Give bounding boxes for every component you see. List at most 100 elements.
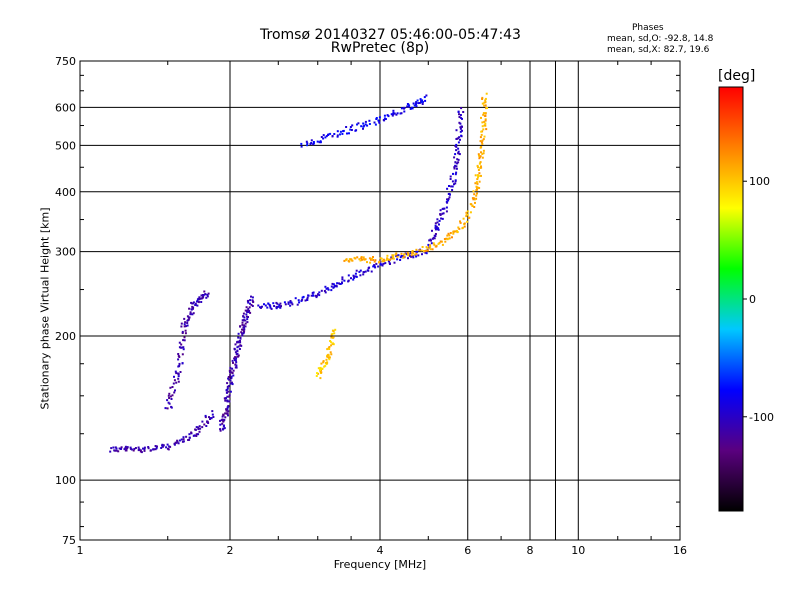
data-point <box>480 133 483 136</box>
data-point <box>180 346 183 349</box>
data-point <box>130 448 133 451</box>
data-point <box>333 285 336 287</box>
data-point <box>289 304 292 307</box>
data-point <box>413 253 416 256</box>
data-point <box>349 126 352 128</box>
data-point <box>124 447 127 450</box>
data-point <box>451 189 454 191</box>
data-point <box>472 198 475 201</box>
data-point <box>417 254 420 257</box>
data-point <box>189 312 192 315</box>
data-point <box>426 249 429 252</box>
data-point <box>368 257 371 260</box>
data-point <box>336 282 339 285</box>
data-point <box>429 245 432 248</box>
data-point <box>185 325 188 328</box>
data-point <box>287 302 290 305</box>
data-point <box>353 275 356 278</box>
data-point <box>350 277 352 280</box>
data-point <box>343 279 346 282</box>
data-point <box>403 255 406 258</box>
data-point <box>273 305 276 307</box>
data-point <box>400 112 403 115</box>
data-point <box>142 447 144 450</box>
data-point <box>320 362 323 365</box>
data-point <box>267 302 270 305</box>
data-point <box>480 174 482 177</box>
data-point <box>367 269 370 272</box>
data-point <box>306 296 309 299</box>
data-point <box>374 123 377 126</box>
data-point <box>206 420 209 423</box>
data-point <box>363 258 366 261</box>
data-point <box>372 265 375 268</box>
data-point <box>437 227 440 230</box>
data-point <box>287 301 290 304</box>
data-point <box>173 391 176 394</box>
data-point <box>310 139 313 142</box>
data-point <box>435 245 438 248</box>
data-point <box>139 449 142 452</box>
data-point <box>200 301 203 303</box>
data-point <box>164 407 167 410</box>
data-point <box>478 187 481 189</box>
data-point <box>452 172 454 175</box>
data-point <box>275 306 278 309</box>
data-point <box>415 248 418 251</box>
data-point <box>363 271 366 274</box>
data-point <box>484 122 487 125</box>
data-point <box>162 444 165 447</box>
data-point <box>306 142 309 145</box>
data-point <box>227 376 230 378</box>
data-point <box>451 180 454 183</box>
data-point <box>372 256 374 258</box>
data-point <box>187 439 190 441</box>
data-point <box>320 371 323 374</box>
data-point <box>133 448 136 450</box>
data-point <box>476 174 479 177</box>
data-point <box>226 399 229 402</box>
data-point <box>454 179 457 182</box>
data-point <box>190 308 193 311</box>
data-point <box>396 258 399 261</box>
data-point <box>297 299 300 302</box>
data-point <box>132 449 135 452</box>
data-point <box>226 387 229 390</box>
data-point <box>359 259 362 262</box>
data-point <box>224 416 227 419</box>
data-point <box>229 382 232 385</box>
data-point <box>234 343 237 346</box>
data-point <box>319 366 322 369</box>
data-point <box>329 351 332 354</box>
data-point <box>309 143 312 145</box>
data-point <box>332 283 335 286</box>
data-point <box>191 305 194 308</box>
data-point <box>375 117 378 119</box>
data-point <box>448 185 450 187</box>
data-point <box>243 316 246 319</box>
data-point <box>380 257 383 260</box>
data-point <box>124 449 127 452</box>
data-point <box>241 328 243 331</box>
data-point <box>456 162 459 165</box>
x-tick-label: 4 <box>377 544 384 557</box>
data-point <box>481 143 484 145</box>
data-point <box>484 104 487 107</box>
data-point <box>403 107 406 109</box>
data-point <box>369 261 372 264</box>
chart-subtitle: RwPretec (8p) <box>330 40 430 56</box>
data-point <box>237 336 240 339</box>
data-point <box>320 289 323 292</box>
data-point <box>227 390 230 393</box>
data-point <box>182 440 185 443</box>
data-point <box>181 362 184 365</box>
data-point <box>219 428 222 431</box>
data-point <box>330 336 333 339</box>
data-point <box>417 102 420 105</box>
data-point <box>457 111 460 113</box>
data-point <box>249 299 252 302</box>
data-point <box>211 413 214 416</box>
data-point <box>481 125 484 128</box>
data-point <box>250 303 253 306</box>
